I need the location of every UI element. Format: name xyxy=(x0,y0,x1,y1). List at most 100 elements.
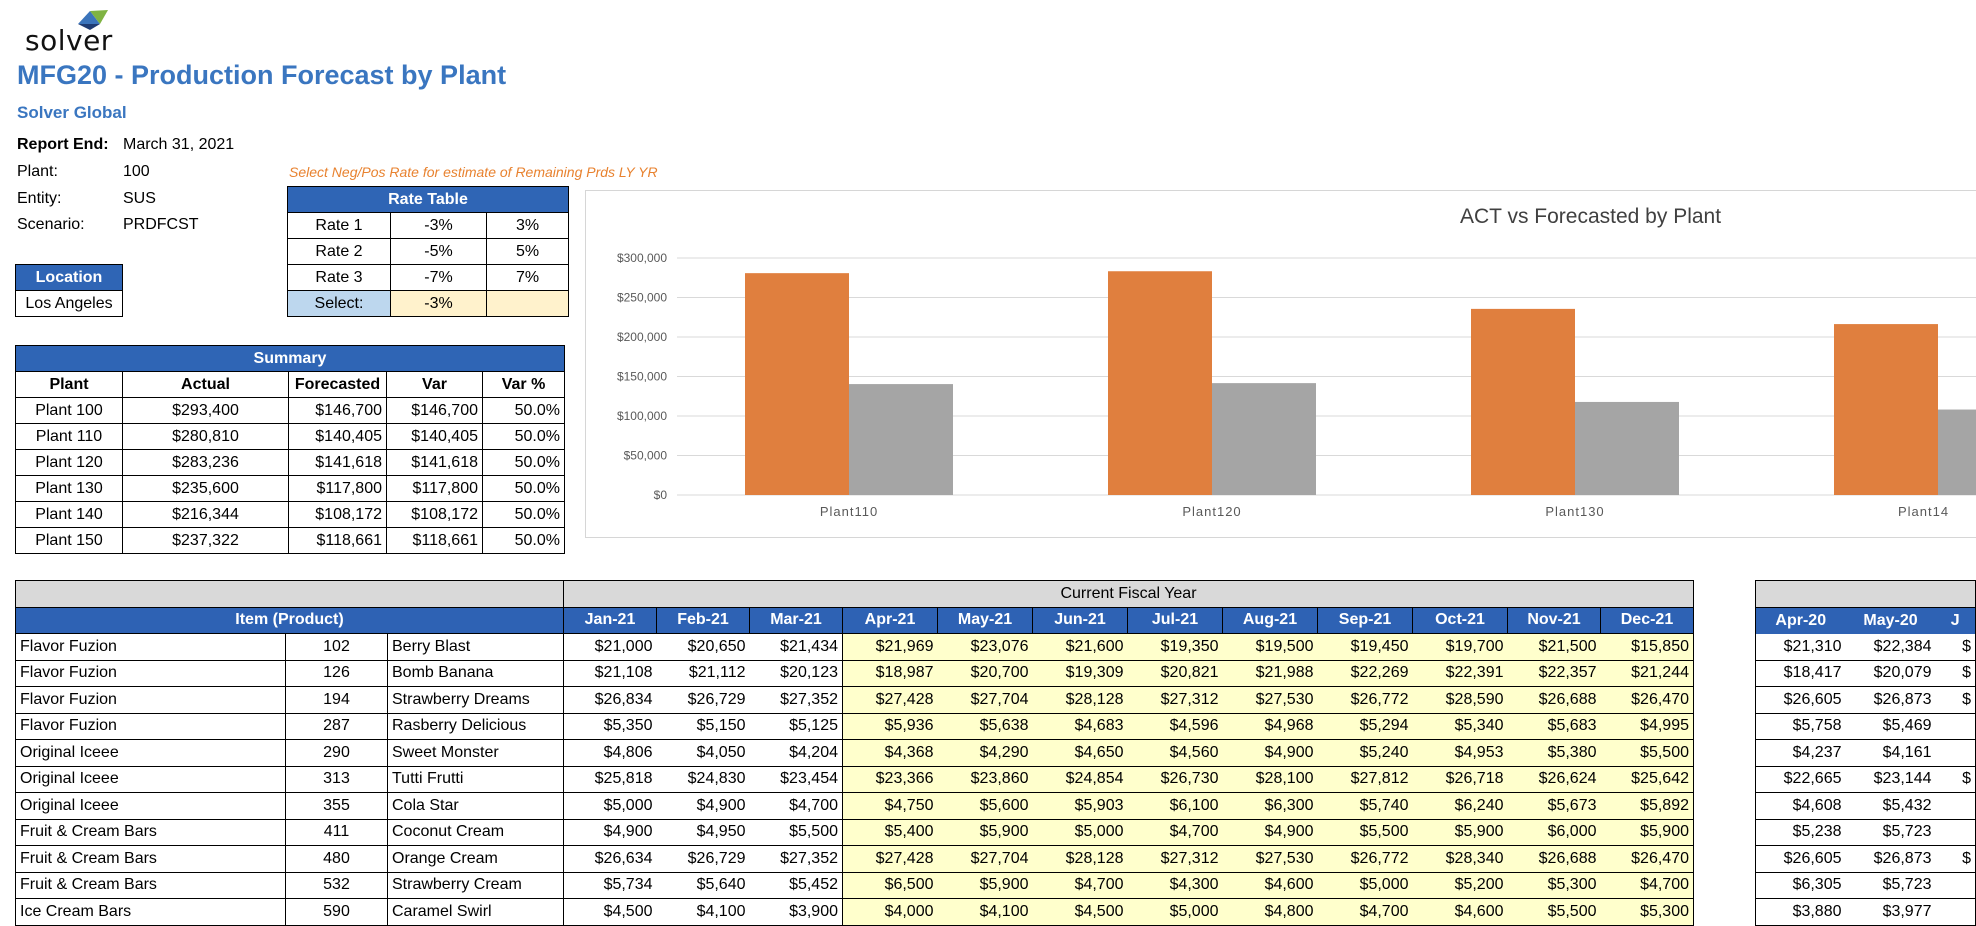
prior-amount-cell[interactable]: $ xyxy=(1935,633,1976,661)
amount-cell[interactable]: $4,596 xyxy=(1127,713,1223,740)
amount-cell[interactable]: $5,000 xyxy=(563,792,657,820)
bar-chart[interactable]: $0 $50,000 $100,000 $150,000 $200,000 $250,00… xyxy=(585,190,1976,538)
amount-cell[interactable]: $21,112 xyxy=(656,660,750,687)
amount-cell[interactable]: $5,240 xyxy=(1317,739,1413,767)
bar-forecasted[interactable] xyxy=(1938,409,1976,495)
amount-cell[interactable]: $19,450 xyxy=(1317,633,1413,661)
prior-amount-cell[interactable]: $5,723 xyxy=(1845,872,1936,899)
prior-amount-cell[interactable]: $23,144 xyxy=(1845,766,1936,793)
amount-cell[interactable]: $27,312 xyxy=(1127,845,1223,873)
prior-row[interactable]: $5,758 $5,469 xyxy=(1755,713,1976,740)
amount-cell[interactable]: $5,452 xyxy=(749,872,843,899)
prior-amount-cell[interactable]: $22,665 xyxy=(1755,766,1846,793)
table-row[interactable]: Original Iceee 313 Tutti Frutti $25,818 $24,… xyxy=(15,766,1694,793)
amount-cell[interactable]: $21,600 xyxy=(1032,633,1128,661)
amount-cell[interactable]: $4,204 xyxy=(749,739,843,767)
prior-amount-cell[interactable]: $20,079 xyxy=(1845,660,1936,687)
amount-cell[interactable]: $5,294 xyxy=(1317,713,1413,740)
prior-amount-cell[interactable]: $ xyxy=(1935,660,1976,687)
amount-cell[interactable]: $5,300 xyxy=(1507,872,1601,899)
table-row[interactable]: Flavor Fuzion 194 Strawberry Dreams $26,834… xyxy=(15,686,1694,714)
amount-cell[interactable]: $6,500 xyxy=(842,872,938,899)
prior-amount-cell[interactable]: $5,758 xyxy=(1755,713,1846,740)
amount-cell[interactable]: $5,936 xyxy=(842,713,938,740)
amount-cell[interactable]: $6,000 xyxy=(1507,819,1601,846)
amount-cell[interactable]: $4,900 xyxy=(1222,739,1318,767)
prior-amount-cell[interactable] xyxy=(1935,872,1976,899)
amount-cell[interactable]: $25,642 xyxy=(1600,766,1694,793)
bar-forecasted[interactable] xyxy=(849,384,953,495)
amount-cell[interactable]: $25,818 xyxy=(563,766,657,793)
prior-amount-cell[interactable]: $5,469 xyxy=(1845,713,1936,740)
amount-cell[interactable]: $26,730 xyxy=(1127,766,1223,793)
amount-cell[interactable]: $4,968 xyxy=(1222,713,1318,740)
amount-cell[interactable]: $27,530 xyxy=(1222,686,1318,714)
amount-cell[interactable]: $26,729 xyxy=(656,686,750,714)
amount-cell[interactable]: $4,806 xyxy=(563,739,657,767)
amount-cell[interactable]: $4,995 xyxy=(1600,713,1694,740)
amount-cell[interactable]: $4,300 xyxy=(1127,872,1223,899)
amount-cell[interactable]: $5,900 xyxy=(1600,819,1694,846)
rate-neg[interactable]: -5% xyxy=(390,238,487,265)
table-row[interactable]: Flavor Fuzion 102 Berry Blast $21,000 $20,65… xyxy=(15,633,1694,661)
amount-cell[interactable]: $21,969 xyxy=(842,633,938,661)
amount-cell[interactable]: $4,900 xyxy=(563,819,657,846)
amount-cell[interactable]: $4,900 xyxy=(656,792,750,820)
amount-cell[interactable]: $4,600 xyxy=(1222,872,1318,899)
plant-value[interactable]: 100 xyxy=(123,163,150,180)
amount-cell[interactable]: $6,240 xyxy=(1412,792,1508,820)
amount-cell[interactable]: $23,860 xyxy=(937,766,1033,793)
amount-cell[interactable]: $5,340 xyxy=(1412,713,1508,740)
prior-amount-cell[interactable]: $5,723 xyxy=(1845,819,1936,846)
prior-row[interactable]: $26,605 $26,873 $ xyxy=(1755,845,1976,873)
amount-cell[interactable]: $27,704 xyxy=(937,686,1033,714)
amount-cell[interactable]: $5,200 xyxy=(1412,872,1508,899)
amount-cell[interactable]: $26,718 xyxy=(1412,766,1508,793)
amount-cell[interactable]: $4,683 xyxy=(1032,713,1128,740)
rate-pos[interactable]: 5% xyxy=(486,238,569,265)
amount-cell[interactable]: $28,128 xyxy=(1032,686,1128,714)
amount-cell[interactable]: $5,000 xyxy=(1032,819,1128,846)
prior-row[interactable]: $18,417 $20,079 $ xyxy=(1755,660,1976,687)
bar-actual[interactable] xyxy=(745,273,849,495)
amount-cell[interactable]: $4,560 xyxy=(1127,739,1223,767)
amount-cell[interactable]: $4,700 xyxy=(1032,872,1128,899)
scenario-value[interactable]: PRDFCST xyxy=(123,216,199,233)
amount-cell[interactable]: $6,100 xyxy=(1127,792,1223,820)
amount-cell[interactable]: $27,812 xyxy=(1317,766,1413,793)
table-row[interactable]: Flavor Fuzion 126 Bomb Banana $21,108 $21,11… xyxy=(15,660,1694,687)
amount-cell[interactable]: $26,729 xyxy=(656,845,750,873)
table-row[interactable]: Fruit & Cream Bars 532 Strawberry Cream $5,… xyxy=(15,872,1694,899)
amount-cell[interactable]: $23,454 xyxy=(749,766,843,793)
amount-cell[interactable]: $4,050 xyxy=(656,739,750,767)
bar-forecasted[interactable] xyxy=(1212,383,1316,495)
amount-cell[interactable]: $19,309 xyxy=(1032,660,1128,687)
amount-cell[interactable]: $4,700 xyxy=(749,792,843,820)
prior-amount-cell[interactable] xyxy=(1935,819,1976,846)
prior-amount-cell[interactable]: $5,432 xyxy=(1845,792,1936,820)
rate-select-empty[interactable] xyxy=(486,290,569,317)
prior-row[interactable]: $4,237 $4,161 xyxy=(1755,739,1976,767)
prior-amount-cell[interactable]: $26,605 xyxy=(1755,845,1846,873)
amount-cell[interactable]: $5,125 xyxy=(749,713,843,740)
amount-cell[interactable]: $5,900 xyxy=(937,819,1033,846)
amount-cell[interactable]: $5,900 xyxy=(937,872,1033,899)
table-row[interactable]: Original Iceee 355 Cola Star $5,000 $4,900 $4… xyxy=(15,792,1694,820)
amount-cell[interactable]: $28,590 xyxy=(1412,686,1508,714)
amount-cell[interactable]: $19,350 xyxy=(1127,633,1223,661)
amount-cell[interactable]: $5,892 xyxy=(1600,792,1694,820)
amount-cell[interactable]: $24,830 xyxy=(656,766,750,793)
amount-cell[interactable]: $26,772 xyxy=(1317,845,1413,873)
amount-cell[interactable]: $20,123 xyxy=(749,660,843,687)
amount-cell[interactable]: $20,700 xyxy=(937,660,1033,687)
prior-row[interactable]: $21,310 $22,384 $ xyxy=(1755,633,1976,661)
amount-cell[interactable]: $5,350 xyxy=(563,713,657,740)
amount-cell[interactable]: $26,772 xyxy=(1317,686,1413,714)
amount-cell[interactable]: $5,500 xyxy=(1317,819,1413,846)
prior-row[interactable]: $6,305 $5,723 xyxy=(1755,872,1976,899)
amount-cell[interactable]: $27,428 xyxy=(842,686,938,714)
amount-cell[interactable]: $5,900 xyxy=(1412,819,1508,846)
prior-amount-cell[interactable]: $4,237 xyxy=(1755,739,1846,767)
prior-amount-cell[interactable]: $26,873 xyxy=(1845,686,1936,714)
table-row[interactable]: Flavor Fuzion 287 Rasberry Delicious $5,350… xyxy=(15,713,1694,740)
